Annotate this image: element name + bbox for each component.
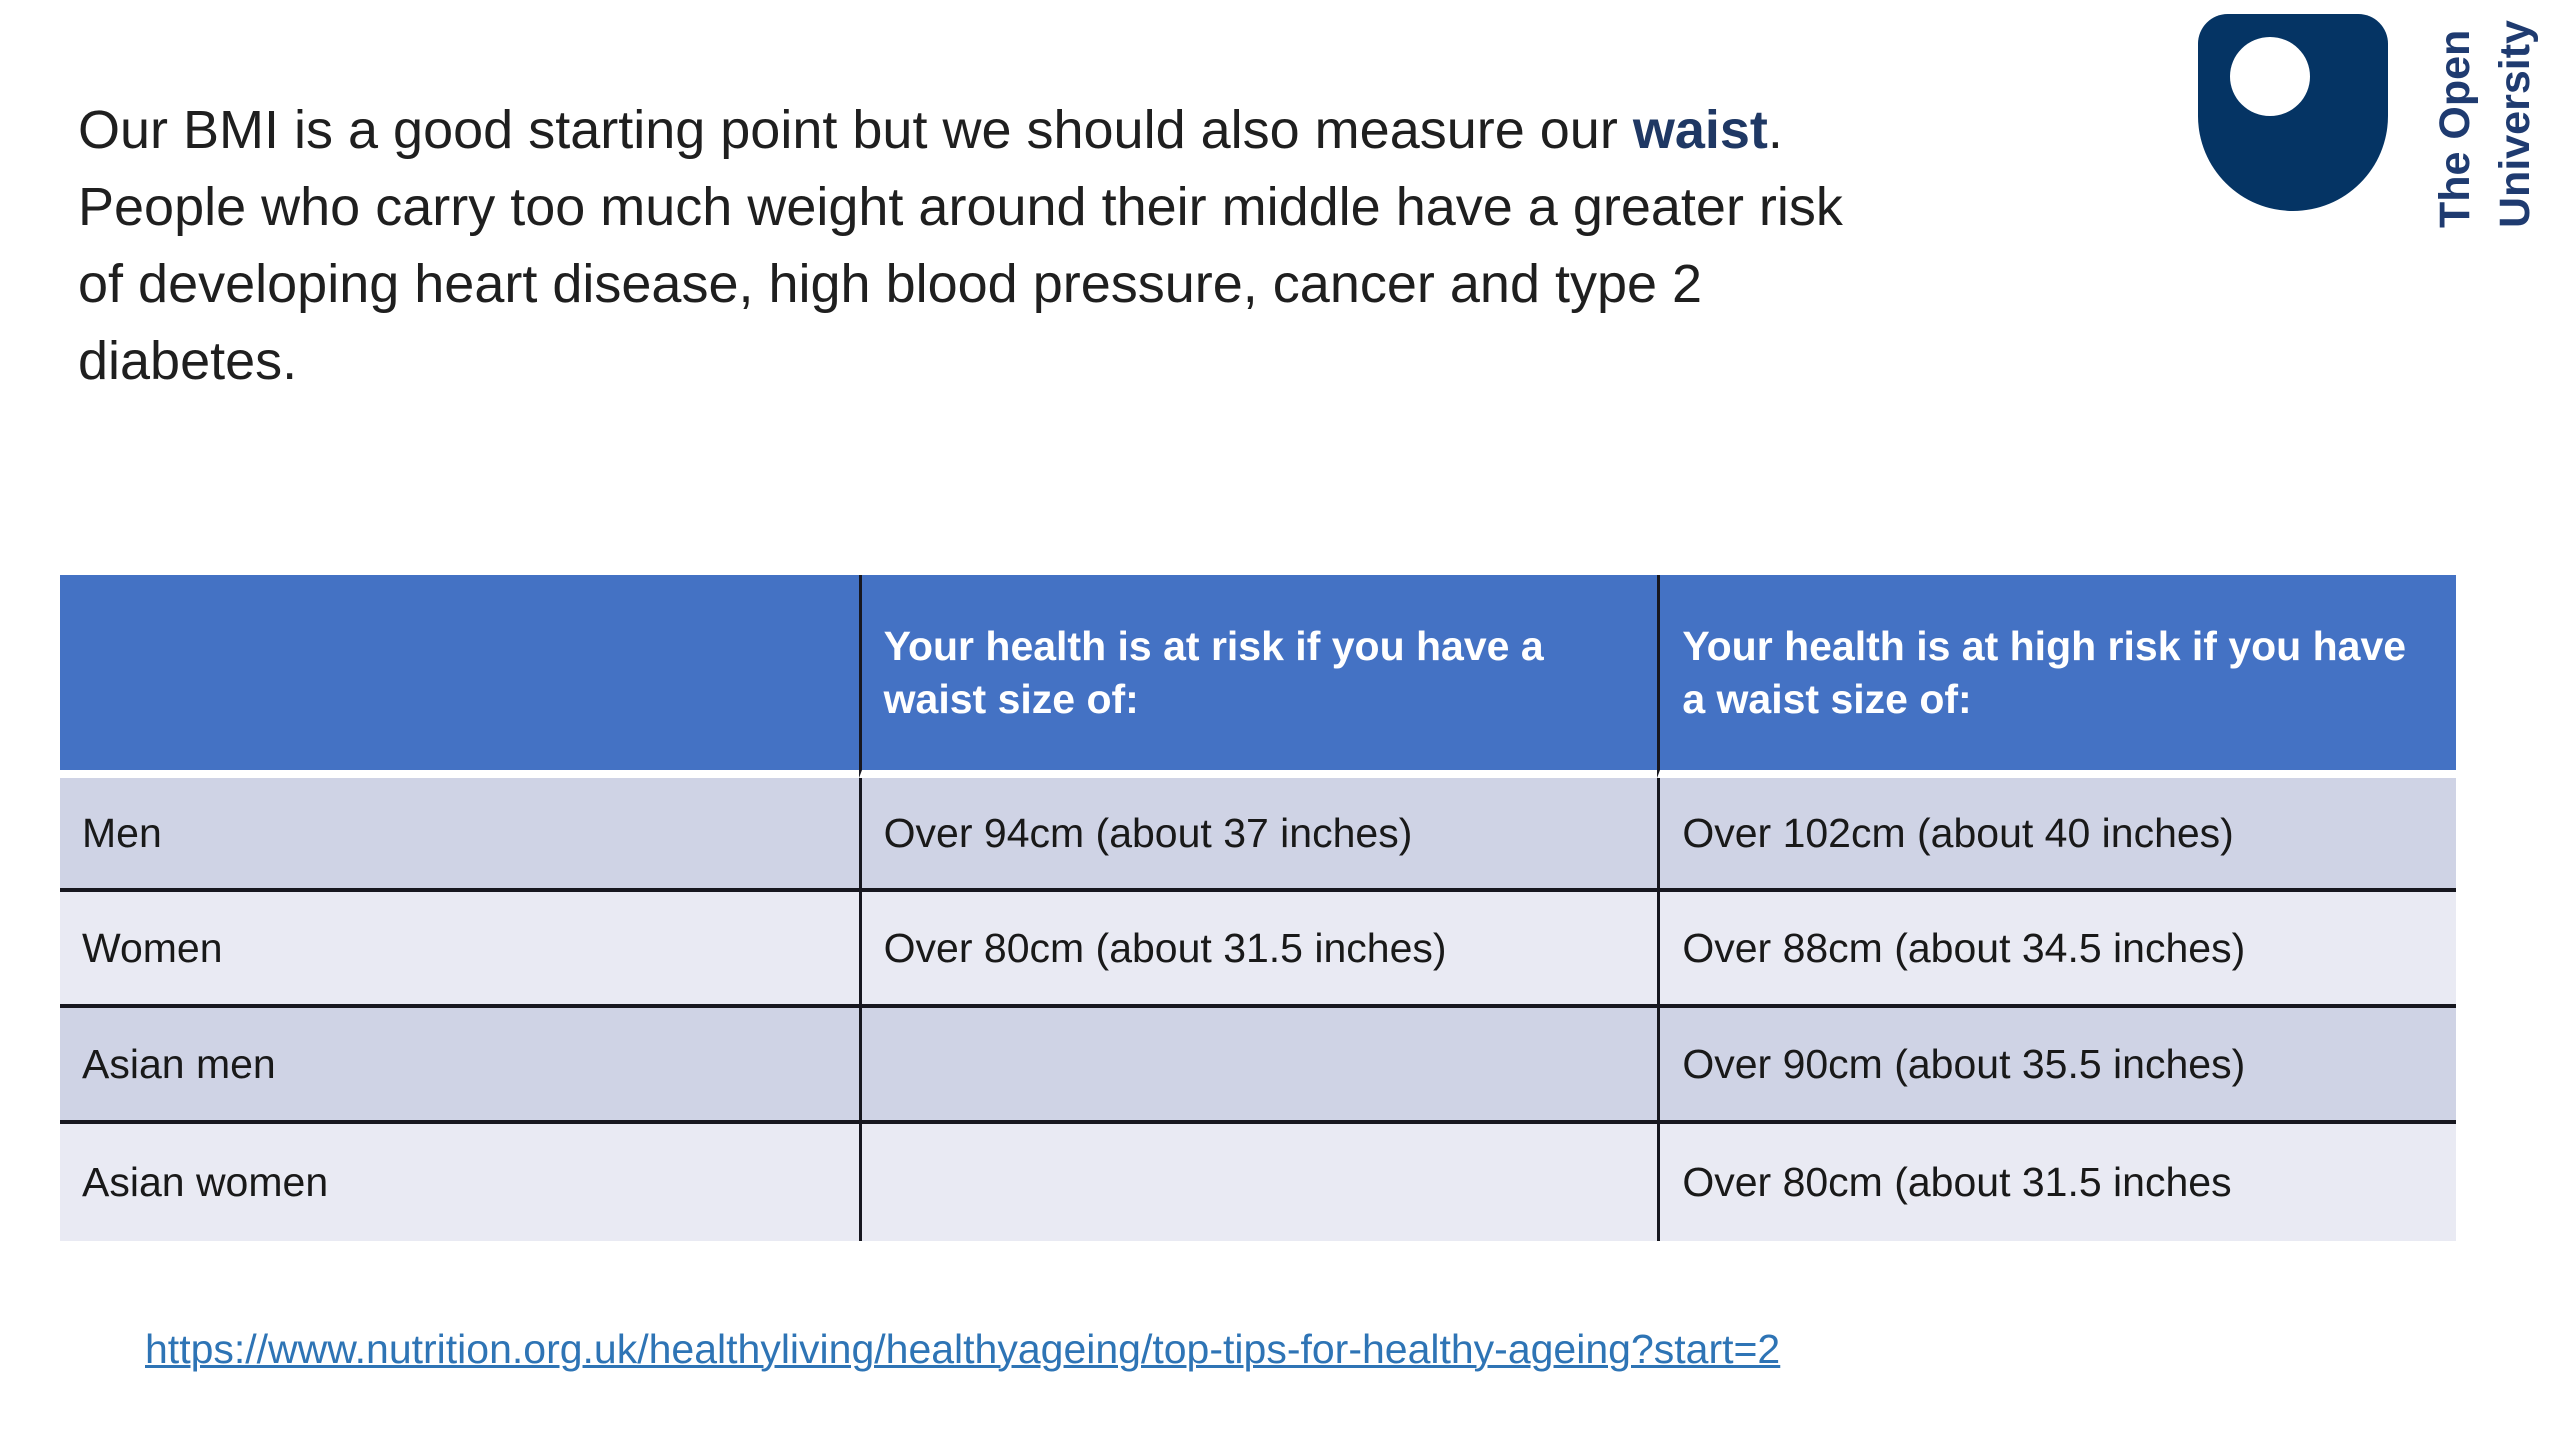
- table-header-high-risk: Your health is at high risk if you have …: [1657, 575, 2456, 778]
- cell-asian-men-risk: [858, 1004, 1658, 1120]
- cell-men-high-risk: Over 102cm (about 40 inches): [1657, 778, 2456, 888]
- waist-size-table: Your health is at risk if you have a wai…: [60, 575, 2456, 1241]
- paragraph-line-1: Our BMI is a good starting point but we …: [78, 92, 2248, 169]
- ou-logo-line-2: University: [2491, 20, 2539, 228]
- row-label-men: Men: [60, 778, 859, 888]
- row-label-asian-women: Asian women: [60, 1120, 859, 1241]
- row-label-asian-men: Asian men: [60, 1004, 859, 1120]
- open-university-logo-text: The Open University: [2425, 8, 2549, 228]
- ou-logo-line-1: The Open: [2431, 29, 2479, 228]
- cell-women-risk: Over 80cm (about 31.5 inches): [858, 888, 1658, 1004]
- cell-asian-men-high-risk: Over 90cm (about 35.5 inches): [1657, 1004, 2456, 1120]
- intro-paragraph: Our BMI is a good starting point but we …: [78, 92, 2248, 400]
- cell-asian-women-high-risk: Over 80cm (about 31.5 inches: [1657, 1120, 2456, 1241]
- row-label-women: Women: [60, 888, 859, 1004]
- open-university-shield-icon: [2198, 14, 2388, 211]
- cell-men-risk: Over 94cm (about 37 inches): [858, 778, 1658, 888]
- table-header-risk: Your health is at risk if you have a wai…: [858, 575, 1658, 778]
- ou-shield-dot: [2230, 37, 2310, 116]
- paragraph-line-2: People who carry too much weight around …: [78, 177, 1843, 237]
- paragraph-line-3: of developing heart disease, high blood …: [78, 254, 1703, 314]
- cell-women-high-risk: Over 88cm (about 34.5 inches): [1657, 888, 2456, 1004]
- paragraph-line-4: diabetes.: [78, 331, 298, 391]
- paragraph-text: .: [1767, 100, 1783, 160]
- table-header-empty: [60, 575, 859, 778]
- waist-highlight: waist: [1632, 100, 1768, 160]
- paragraph-text: Our BMI is a good starting point but we …: [78, 100, 1633, 160]
- source-link[interactable]: https://www.nutrition.org.uk/healthylivi…: [145, 1326, 1781, 1372]
- cell-asian-women-risk: [858, 1120, 1658, 1241]
